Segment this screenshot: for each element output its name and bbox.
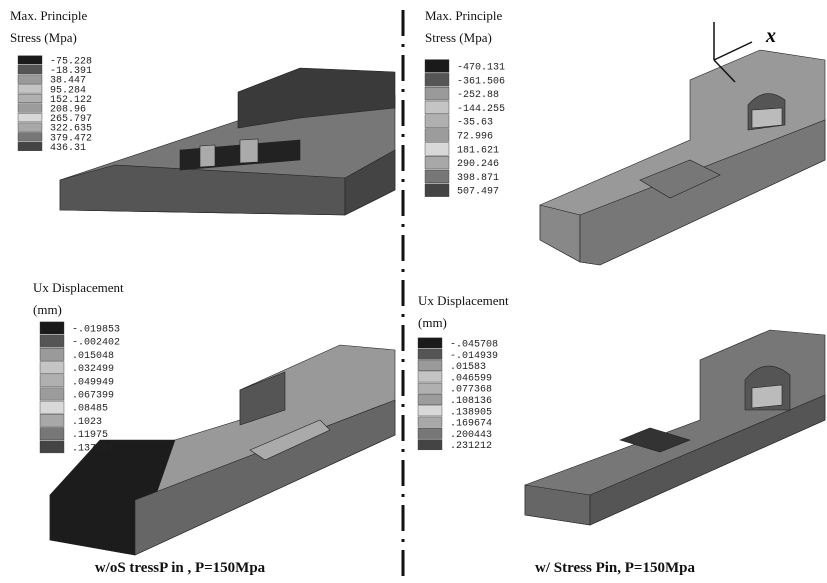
legend-title: (mm) xyxy=(418,315,447,330)
legend-label: -.014939 xyxy=(450,351,498,362)
legend-label: .046599 xyxy=(450,373,492,384)
legend-swatch xyxy=(418,372,442,382)
legend-label: .231212 xyxy=(450,441,492,452)
legend-label: -252.88 xyxy=(457,90,499,101)
legend-label: -470.131 xyxy=(457,63,505,74)
legend-swatch xyxy=(425,184,449,197)
legend-swatch xyxy=(18,65,42,74)
legend-label: .1023 xyxy=(72,417,102,428)
legend-label: .137201 xyxy=(72,443,114,454)
legend-label: -.045708 xyxy=(450,340,498,351)
legend-label: .11975 xyxy=(72,430,108,441)
legend-title: Max. Principle xyxy=(10,8,87,23)
legend-swatch xyxy=(40,401,64,413)
legend-swatch xyxy=(418,360,442,370)
legend-swatch xyxy=(40,335,64,347)
legend-label: .049949 xyxy=(72,377,114,388)
legend-swatch xyxy=(425,129,449,142)
legend-swatch xyxy=(40,322,64,334)
legend-label: -.002402 xyxy=(72,338,120,349)
legend-swatch xyxy=(425,87,449,100)
legend-label: 72.996 xyxy=(457,132,493,143)
legend-swatch xyxy=(18,142,42,151)
legend-title: Stress (Mpa) xyxy=(425,30,492,45)
legend-label: 181.621 xyxy=(457,145,499,156)
caption: w/oS tressP in , P=150Mpa xyxy=(95,560,266,576)
legend-swatch xyxy=(40,348,64,360)
legend-title: Stress (Mpa) xyxy=(10,30,77,45)
caption: w/ Stress Pin, P=150Mpa xyxy=(535,560,695,576)
legend-swatch xyxy=(418,428,442,438)
legend-swatch xyxy=(18,94,42,103)
legend-swatch xyxy=(425,170,449,183)
legend-label: -361.506 xyxy=(457,76,505,87)
fea-model xyxy=(60,68,395,215)
legend-swatch xyxy=(425,60,449,73)
legend-label: .032499 xyxy=(72,364,114,375)
legend-swatch xyxy=(418,394,442,404)
legend-swatch xyxy=(18,113,42,122)
legend-swatch xyxy=(40,388,64,400)
figure: x w/oS tressP in , P=150Mpa w/ Stress Pi… xyxy=(0,0,827,583)
legend-label: .169674 xyxy=(450,419,492,430)
legend-swatch xyxy=(425,73,449,86)
legend-swatch xyxy=(18,56,42,65)
legend-swatch xyxy=(18,123,42,132)
legend-swatch xyxy=(425,115,449,128)
legend-title: (mm) xyxy=(33,302,62,317)
legend-label: 398.871 xyxy=(457,173,499,184)
legend-swatch xyxy=(425,142,449,155)
legend-label: .01583 xyxy=(450,362,486,373)
legend-label: 507.497 xyxy=(457,187,499,198)
legend-swatch xyxy=(425,156,449,169)
legend-swatch xyxy=(40,428,64,440)
legend-swatch xyxy=(18,133,42,142)
legend-swatch xyxy=(418,349,442,359)
fea-model xyxy=(525,330,825,525)
legend-swatch xyxy=(418,417,442,427)
legend-title: Ux Displacement xyxy=(33,280,124,295)
legend-label: -.019853 xyxy=(72,325,120,336)
legend-swatch xyxy=(418,383,442,393)
legend-swatch xyxy=(40,441,64,453)
legend-label: 436.31 xyxy=(50,143,86,154)
legend-label: .200443 xyxy=(450,430,492,441)
legend-label: .108136 xyxy=(450,396,492,407)
legend-swatch xyxy=(18,104,42,113)
legend-swatch xyxy=(40,362,64,374)
legend-swatch xyxy=(18,75,42,84)
legend-swatch xyxy=(418,406,442,416)
legend-label: .077368 xyxy=(450,385,492,396)
legend-swatch xyxy=(18,85,42,94)
legend-label: .138905 xyxy=(450,407,492,418)
legend-label: .015048 xyxy=(72,351,114,362)
legend-title: Ux Displacement xyxy=(418,293,509,308)
axis-label: x xyxy=(765,25,776,47)
legend-label: 290.246 xyxy=(457,159,499,170)
legend-label: .067399 xyxy=(72,391,114,402)
legend-swatch xyxy=(40,414,64,426)
legend-label: -144.255 xyxy=(457,104,505,115)
legend-swatch xyxy=(418,338,442,348)
legend-swatch xyxy=(40,375,64,387)
fea-model xyxy=(540,50,825,265)
legend-title: Max. Principle xyxy=(425,8,502,23)
legend-swatch xyxy=(418,440,442,450)
legend-label: -35.63 xyxy=(457,118,493,129)
legend-swatch xyxy=(425,101,449,114)
legend-label: .08485 xyxy=(72,404,108,415)
